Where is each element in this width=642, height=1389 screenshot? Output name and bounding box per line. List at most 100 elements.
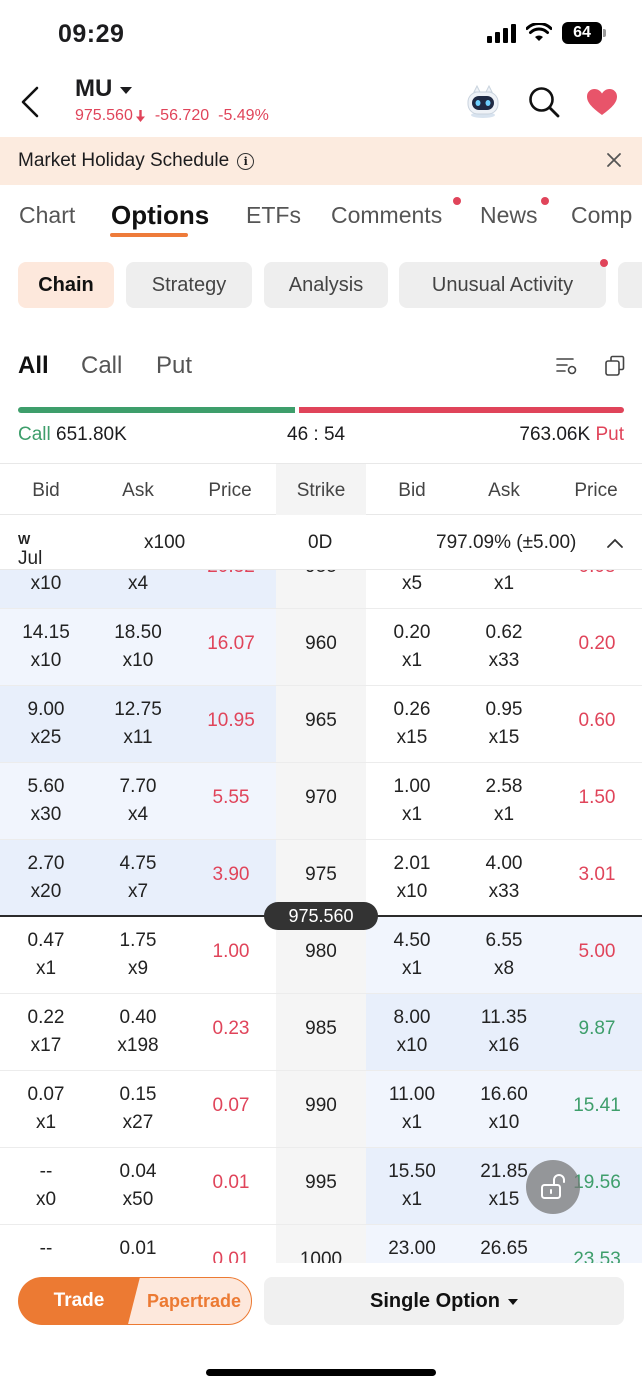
tab-options[interactable]: Options: [111, 200, 210, 230]
put-price[interactable]: 5.00: [578, 941, 616, 962]
chain-row[interactable]: -- 0.01 23.00 26.65 0.01 1000 23.53: [0, 1225, 642, 1263]
put-ask-cell[interactable]: 4.00 x33: [459, 850, 549, 906]
put-bid-cell[interactable]: 11.00 x1: [367, 1081, 457, 1137]
put-price[interactable]: 0.60: [578, 710, 616, 731]
call-cell-bg: [0, 570, 276, 608]
put-ask-cell[interactable]: 11.35 x16: [459, 1004, 549, 1060]
call-bid-cell[interactable]: 9.00 x25: [1, 696, 91, 752]
call-price[interactable]: 0.07: [212, 1095, 250, 1116]
call-price[interactable]: 1.00: [212, 941, 250, 962]
call-price[interactable]: 3.90: [212, 864, 250, 885]
subtab-overflow[interactable]: [618, 262, 642, 308]
robot-assistant-icon[interactable]: [464, 84, 502, 120]
subtab-analysis[interactable]: Analysis: [264, 262, 388, 308]
call-price[interactable]: 10.95: [207, 710, 255, 731]
filter-settings-icon[interactable]: [556, 355, 578, 377]
put-ask-cell[interactable]: 21.85 x15: [459, 1158, 549, 1214]
put-ask-cell[interactable]: 6.55 x8: [459, 927, 549, 983]
call-ask-cell[interactable]: 1.75 x9: [93, 927, 183, 983]
chain-row[interactable]: -- x0 0.04 x50 15.50 x1 21.85 x15 0.01 995 19.56: [0, 1148, 642, 1225]
back-button[interactable]: [14, 84, 46, 120]
put-price-header: Price: [574, 480, 618, 501]
call-bid-cell[interactable]: 0.07 x1: [1, 1081, 91, 1137]
tab-comments[interactable]: Comments: [331, 202, 443, 228]
single-option-dropdown[interactable]: Single Option: [264, 1277, 624, 1325]
chain-row[interactable]: 0.07 x1 0.15 x27 11.00 x1 16.60 x10 0.07 990 15.41: [0, 1071, 642, 1148]
put-bid-cell[interactable]: 23.00: [367, 1235, 457, 1263]
put-ask-cell[interactable]: 2.58 x1: [459, 773, 549, 829]
chain-row[interactable]: 0.22 x17 0.40 x198 8.00 x10 11.35 x16 0.23 985 9.8…: [0, 994, 642, 1071]
put-bid-cell[interactable]: 0.26 x15: [367, 696, 457, 752]
put-price[interactable]: 23.53: [573, 1249, 621, 1263]
holiday-banner[interactable]: Market Holiday Schedule i: [0, 137, 642, 185]
call-bid-cell[interactable]: 0.22 x17: [1, 1004, 91, 1060]
call-bid-cell[interactable]: 0.47 x1: [1, 927, 91, 983]
tab-news[interactable]: News: [480, 202, 538, 228]
call-price[interactable]: 5.55: [212, 787, 250, 808]
put-price[interactable]: 19.56: [573, 1172, 621, 1193]
put-ask-cell[interactable]: x1: [459, 570, 549, 598]
chain-row[interactable]: 5.60 x30 7.70 x4 1.00 x1 2.58 x1 5.55 970 1.50: [0, 763, 642, 840]
call-ask-cell[interactable]: 4.75 x7: [93, 850, 183, 906]
call-ask-cell[interactable]: 0.15 x27: [93, 1081, 183, 1137]
filter-put[interactable]: Put: [156, 352, 193, 379]
put-bid-cell[interactable]: 8.00 x10: [367, 1004, 457, 1060]
call-ask-cell[interactable]: 12.75 x11: [93, 696, 183, 752]
put-price[interactable]: 15.41: [573, 1095, 621, 1116]
battery-icon: 64: [562, 22, 606, 44]
chain-row[interactable]: x10 x4 x5 x1 20.32955 0.08: [0, 570, 642, 609]
put-ask-cell[interactable]: 16.60 x10: [459, 1081, 549, 1137]
lock-button[interactable]: [526, 1160, 580, 1214]
tab-company[interactable]: Comp: [571, 202, 633, 228]
filter-all[interactable]: All: [18, 352, 49, 379]
put-price[interactable]: 3.01: [578, 864, 616, 885]
expiry-row[interactable]: Jul 2, 26W x100 0D 797.09% (±5.00): [0, 516, 642, 613]
call-ask-cell[interactable]: x4: [93, 570, 183, 598]
put-bid-cell[interactable]: 4.50 x1: [367, 927, 457, 983]
put-bid-cell[interactable]: 1.00 x1: [367, 773, 457, 829]
call-price[interactable]: 0.23: [212, 1018, 250, 1039]
chain-row[interactable]: 9.00 x25 12.75 x11 0.26 x15 0.95 x15 10.95 965 0.6…: [0, 686, 642, 763]
papertrade-button[interactable]: Papertrade: [126, 1277, 252, 1325]
put-bid-cell[interactable]: 0.20 x1: [367, 619, 457, 675]
put-bid-cell[interactable]: x5: [367, 570, 457, 598]
put-ask-cell[interactable]: 26.65: [459, 1235, 549, 1263]
tab-chart[interactable]: Chart: [19, 202, 76, 228]
put-ask-cell[interactable]: 0.62 x33: [459, 619, 549, 675]
trade-button[interactable]: Trade: [18, 1277, 140, 1325]
call-price[interactable]: 20.32: [186, 570, 276, 578]
call-bid-cell[interactable]: 14.15 x10: [1, 619, 91, 675]
put-bid-cell[interactable]: 2.01 x10: [367, 850, 457, 906]
call-ask-cell[interactable]: 7.70 x4: [93, 773, 183, 829]
subtab-unusual-activity[interactable]: Unusual Activity: [399, 262, 606, 308]
subtab-chain[interactable]: Chain: [18, 262, 114, 308]
call-price[interactable]: 0.01: [212, 1249, 250, 1263]
ticker-selector[interactable]: MU: [75, 75, 133, 103]
call-price[interactable]: 0.01: [212, 1172, 250, 1193]
copy-icon[interactable]: [604, 355, 626, 377]
call-price[interactable]: 16.07: [207, 633, 255, 654]
call-bid-cell[interactable]: 5.60 x30: [1, 773, 91, 829]
chain-row[interactable]: 14.15 x10 18.50 x10 0.20 x1 0.62 x33 16.07 960 0.2…: [0, 609, 642, 686]
call-bid-cell[interactable]: 2.70 x20: [1, 850, 91, 906]
put-ask-cell[interactable]: 0.95 x15: [459, 696, 549, 752]
call-bid-cell[interactable]: --: [1, 1235, 91, 1263]
search-icon[interactable]: [528, 86, 560, 118]
put-bid-cell[interactable]: 15.50 x1: [367, 1158, 457, 1214]
favorite-heart-icon[interactable]: [586, 88, 618, 116]
chevron-up-icon[interactable]: [606, 537, 624, 549]
put-price[interactable]: 0.08: [552, 570, 642, 578]
put-price[interactable]: 1.50: [578, 787, 616, 808]
call-ask-cell[interactable]: 18.50 x10: [93, 619, 183, 675]
put-price[interactable]: 9.87: [578, 1018, 616, 1039]
tab-etfs[interactable]: ETFs: [246, 202, 301, 228]
call-ask-cell[interactable]: 0.01: [93, 1235, 183, 1263]
call-bid-cell[interactable]: -- x0: [1, 1158, 91, 1214]
call-bid-cell[interactable]: x10: [1, 570, 91, 598]
subtab-strategy[interactable]: Strategy: [126, 262, 252, 308]
close-icon[interactable]: [604, 150, 624, 170]
filter-call[interactable]: Call: [81, 352, 123, 379]
call-ask-cell[interactable]: 0.40 x198: [93, 1004, 183, 1060]
call-ask-cell[interactable]: 0.04 x50: [93, 1158, 183, 1214]
put-price[interactable]: 0.20: [578, 633, 616, 654]
